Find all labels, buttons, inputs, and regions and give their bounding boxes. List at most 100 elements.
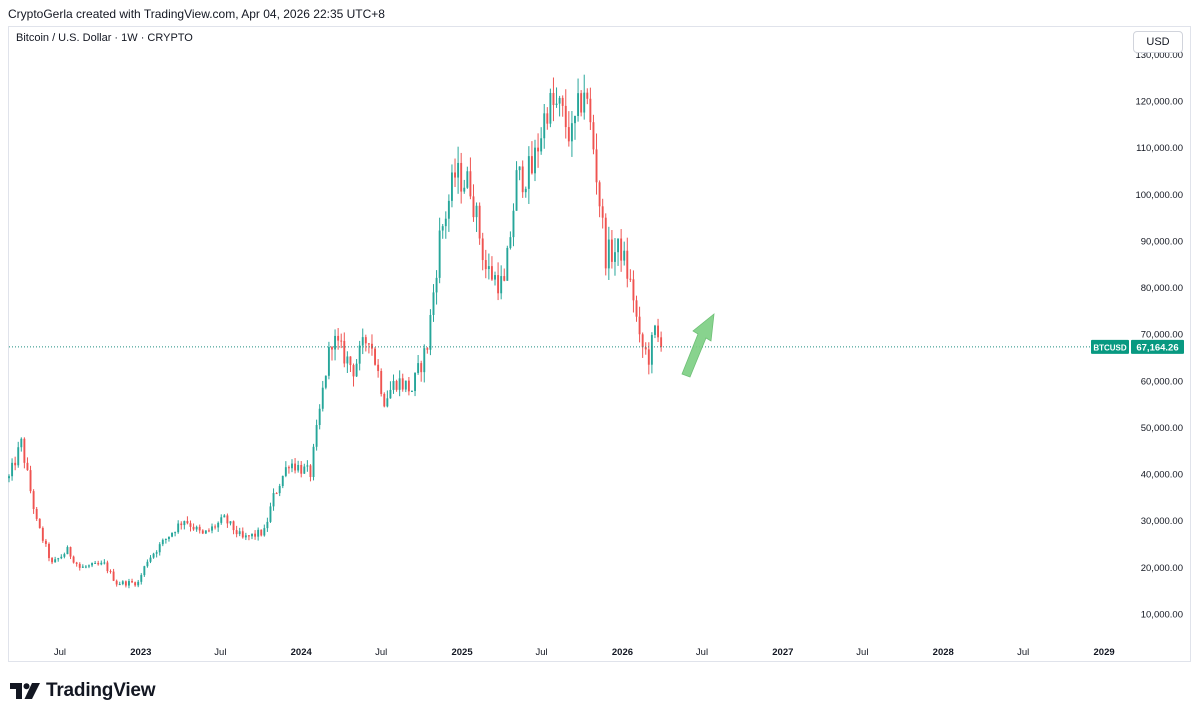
candle-body: [121, 581, 124, 585]
candle-body: [644, 347, 647, 350]
candle-body: [149, 557, 152, 562]
candle-body: [481, 238, 484, 261]
candle-body: [189, 523, 192, 527]
price-line-layer: BTCUSD 67,164.26: [9, 339, 1184, 354]
candle-body: [324, 375, 327, 388]
candle-body: [220, 517, 223, 523]
candle-body: [506, 247, 509, 281]
y-tick-label: 20,000.00: [1141, 563, 1183, 574]
candle-body: [257, 529, 260, 537]
candle-body: [334, 335, 337, 350]
candle-body: [515, 170, 518, 211]
x-tick-label: Jul: [1017, 647, 1029, 658]
x-tick-label: Jul: [54, 647, 66, 658]
candle-body: [549, 93, 552, 124]
candle-body: [198, 526, 201, 531]
candle-body: [81, 566, 84, 568]
candle-body: [614, 252, 616, 262]
candle-body: [494, 275, 496, 280]
y-axis: 130,000.00 120,000.00 110,000.00 100,000.00…: [1135, 50, 1183, 620]
candle-body: [275, 493, 278, 495]
symbol-title: Bitcoin / U.S. Dollar · 1W · CRYPTO: [16, 32, 193, 44]
candle-body: [490, 266, 493, 280]
candle-body: [63, 554, 66, 557]
candle-body: [300, 464, 303, 474]
candle-body: [251, 533, 253, 537]
candle-body: [447, 200, 450, 219]
candle-body: [438, 230, 441, 278]
candle-body: [14, 462, 17, 466]
candle-body: [444, 218, 447, 227]
candle-body: [337, 335, 340, 341]
candle-body: [346, 356, 349, 364]
candle-body: [124, 581, 127, 586]
x-tick-label: 2028: [933, 647, 954, 658]
candle-body: [617, 238, 620, 253]
candle-body: [284, 467, 287, 476]
candle-body: [20, 438, 23, 448]
candle-body: [211, 526, 213, 531]
y-tick-label: 30,000.00: [1141, 516, 1183, 527]
candle-body: [580, 93, 583, 113]
currency-button[interactable]: USD: [1133, 31, 1183, 53]
candle-body: [417, 363, 420, 373]
candle-body: [137, 581, 140, 586]
candle-body: [155, 552, 158, 554]
candle-body: [629, 278, 632, 280]
candle-body: [109, 571, 112, 573]
candle-body: [540, 138, 543, 152]
candle-body: [106, 562, 109, 572]
candle-body: [484, 260, 487, 270]
tradingview-logo: TradingView: [10, 680, 156, 702]
candle-body: [441, 226, 444, 231]
candle-body: [232, 521, 235, 531]
candle-body: [103, 562, 106, 564]
candle-body: [303, 466, 306, 474]
candle-body: [217, 522, 220, 528]
candle-body: [647, 349, 650, 365]
candle-body: [577, 93, 580, 116]
candle-body: [26, 462, 29, 471]
x-tick-label: 2024: [291, 647, 313, 658]
candle-body: [503, 276, 506, 281]
candle-body: [377, 364, 380, 372]
candle-body: [146, 561, 149, 567]
candle-body: [112, 571, 115, 581]
x-tick-label: 2025: [451, 647, 473, 658]
candle-body: [177, 523, 180, 533]
candle-body: [164, 538, 167, 540]
candle-body: [263, 528, 266, 536]
candle-body: [168, 536, 170, 539]
y-tick-label: 80,000.00: [1141, 283, 1183, 294]
x-axis: Jul 2023 Jul 2024 Jul 2025 Jul 2026 Jul 2027 Jul 20…: [54, 647, 1115, 658]
candle-body: [478, 205, 481, 239]
candle-body: [607, 239, 610, 269]
candle-body: [115, 580, 118, 585]
candle-body: [398, 378, 401, 390]
candle-body: [512, 210, 515, 238]
candle-body: [657, 325, 659, 338]
candle-body: [207, 530, 210, 532]
candle-body: [192, 526, 195, 530]
candle-body: [51, 558, 54, 563]
x-tick-label: 2029: [1094, 647, 1115, 658]
last-price-label-text: 67,164.26: [1136, 342, 1178, 353]
candle-body: [432, 292, 435, 315]
candle-body: [364, 337, 367, 344]
candle-body: [11, 462, 14, 477]
x-tick-label: 2026: [612, 647, 633, 658]
candle-body: [543, 113, 546, 139]
candle-body: [518, 166, 521, 171]
candle-body: [161, 539, 164, 545]
candle-body: [260, 529, 263, 536]
candle-body: [60, 556, 63, 559]
candle-body: [266, 521, 269, 529]
candle-body: [94, 562, 97, 564]
candle-body: [564, 105, 567, 128]
candle-body: [78, 563, 81, 568]
candle-body: [423, 348, 426, 373]
candle-body: [654, 325, 656, 335]
x-tick-label: Jul: [214, 647, 226, 658]
candle-body: [598, 182, 601, 207]
